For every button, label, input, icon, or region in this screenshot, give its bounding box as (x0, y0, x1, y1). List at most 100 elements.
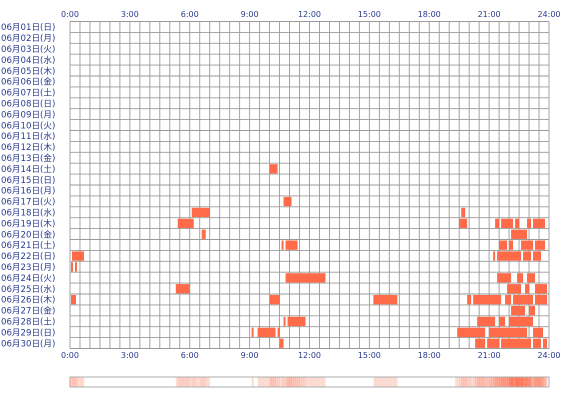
row-label: 06月15日(日) (1, 175, 55, 186)
activity-cell (533, 251, 542, 261)
summary-strip-bin (273, 377, 276, 387)
row-label: 06月20日(金) (1, 228, 55, 240)
summary-strip-bin (267, 377, 270, 387)
activity-cell (535, 295, 548, 305)
summary-strip-bin (307, 377, 310, 387)
summary-strip-bin (389, 377, 392, 387)
summary-strip-bin (297, 377, 300, 387)
row-label: 06月26日(木) (1, 294, 55, 306)
summary-strip-bin (77, 377, 81, 387)
row-label: 06月23日(月) (1, 262, 55, 273)
summary-strip-bin (531, 377, 534, 387)
activity-cell (461, 207, 466, 218)
activity-cell (489, 327, 528, 337)
summary-strip-bin (177, 377, 181, 387)
summary-strip-bin (529, 377, 532, 387)
activity-cell (373, 295, 398, 305)
row-label: 06月18日(水) (1, 207, 55, 219)
summary-strip-bin (515, 377, 518, 387)
activity-cell (477, 316, 496, 327)
activity-cell (279, 338, 284, 348)
summary-strip-bin (499, 377, 502, 387)
summary-strip-bin (269, 377, 272, 387)
row-label: 06月07日(土) (1, 87, 55, 99)
activity-cell (74, 262, 77, 272)
summary-strip (69, 376, 550, 388)
summary-strip-bin (315, 377, 318, 387)
activity-cell (457, 327, 486, 337)
summary-strip-bin (319, 377, 322, 387)
summary-strip-bin (377, 377, 380, 387)
summary-strip-bin (257, 377, 260, 387)
summary-strip-bin (291, 377, 294, 387)
summary-strip-bin (189, 377, 193, 387)
activity-cell (70, 295, 76, 305)
summary-strip-bin (491, 377, 494, 387)
summary-strip-bin (501, 377, 504, 387)
summary-strip-bin (481, 377, 484, 387)
activity-cell (251, 327, 254, 337)
activity-cell (511, 229, 528, 239)
summary-strip-bin (277, 377, 280, 387)
row-label: 06月06日(金) (1, 76, 55, 88)
activity-cell (515, 218, 520, 228)
activity-cell (527, 218, 532, 228)
x-tick-label: 21:00 (478, 10, 501, 19)
summary-strip-bin (207, 377, 211, 387)
summary-strip-bin (79, 377, 83, 387)
activity-cell (521, 240, 534, 250)
activity-cell (285, 240, 298, 250)
summary-strip-bin (197, 377, 201, 387)
summary-strip-bin (463, 377, 466, 387)
row-label: 06月03日(火) (1, 44, 55, 55)
summary-strip-bin (287, 377, 290, 387)
summary-strip-bin (505, 377, 508, 387)
summary-strip-bin (457, 377, 460, 387)
activity-cell (497, 273, 512, 283)
row-label: 06月30日(月) (1, 338, 55, 349)
summary-strip-bin (379, 377, 382, 387)
summary-strip-bin (321, 377, 324, 387)
summary-strip-bin (305, 377, 308, 387)
x-tick-label: 15:00 (358, 351, 381, 360)
summary-strip-bin (70, 377, 73, 387)
summary-strip-bin (271, 377, 274, 387)
summary-strip-bin (181, 377, 185, 387)
summary-strip-bin (299, 377, 302, 387)
row-label: 06月02日(月) (1, 33, 55, 44)
summary-strip-bin (465, 377, 468, 387)
x-tick-label: 9:00 (241, 351, 259, 360)
summary-strip-bin (535, 377, 538, 387)
summary-strip-bin (483, 377, 486, 387)
x-tick-label: 12:00 (298, 10, 321, 19)
row-label: 06月10日(火) (1, 120, 55, 131)
x-tick-labels-bottom: 0:00 3:00 6:00 9:00 12:00 15:00 18:00 21:00 24:0… (61, 351, 561, 360)
summary-strip-bin (259, 377, 262, 387)
activity-cell (507, 284, 522, 294)
row-label: 06月09日(月) (1, 109, 55, 120)
row-label: 06月22日(日) (1, 251, 55, 262)
summary-strip-bin (385, 377, 388, 387)
summary-strip-bin (313, 377, 316, 387)
summary-strip-bin (475, 377, 478, 387)
row-label: 06月01日(日) (1, 22, 55, 33)
summary-strip-bin (513, 377, 516, 387)
summary-strip-bin (199, 377, 203, 387)
summary-strip-bin (539, 377, 542, 387)
summary-strip-bin (283, 377, 286, 387)
summary-strip-bin (261, 377, 264, 387)
activity-cell (277, 327, 280, 337)
summary-strip-bin (311, 377, 314, 387)
summary-strip-bin (81, 377, 85, 387)
summary-strip-bin (323, 377, 326, 387)
row-label: 06月04日(水) (1, 54, 55, 66)
summary-strip-bin (71, 377, 75, 387)
summary-strip-bin (293, 377, 296, 387)
x-tick-label: 3:00 (121, 10, 139, 19)
summary-strip-bin (185, 377, 189, 387)
summary-strip-bin (489, 377, 492, 387)
activity-cell (493, 251, 496, 261)
activity-cell (513, 295, 534, 305)
summary-strip-bin (309, 377, 312, 387)
